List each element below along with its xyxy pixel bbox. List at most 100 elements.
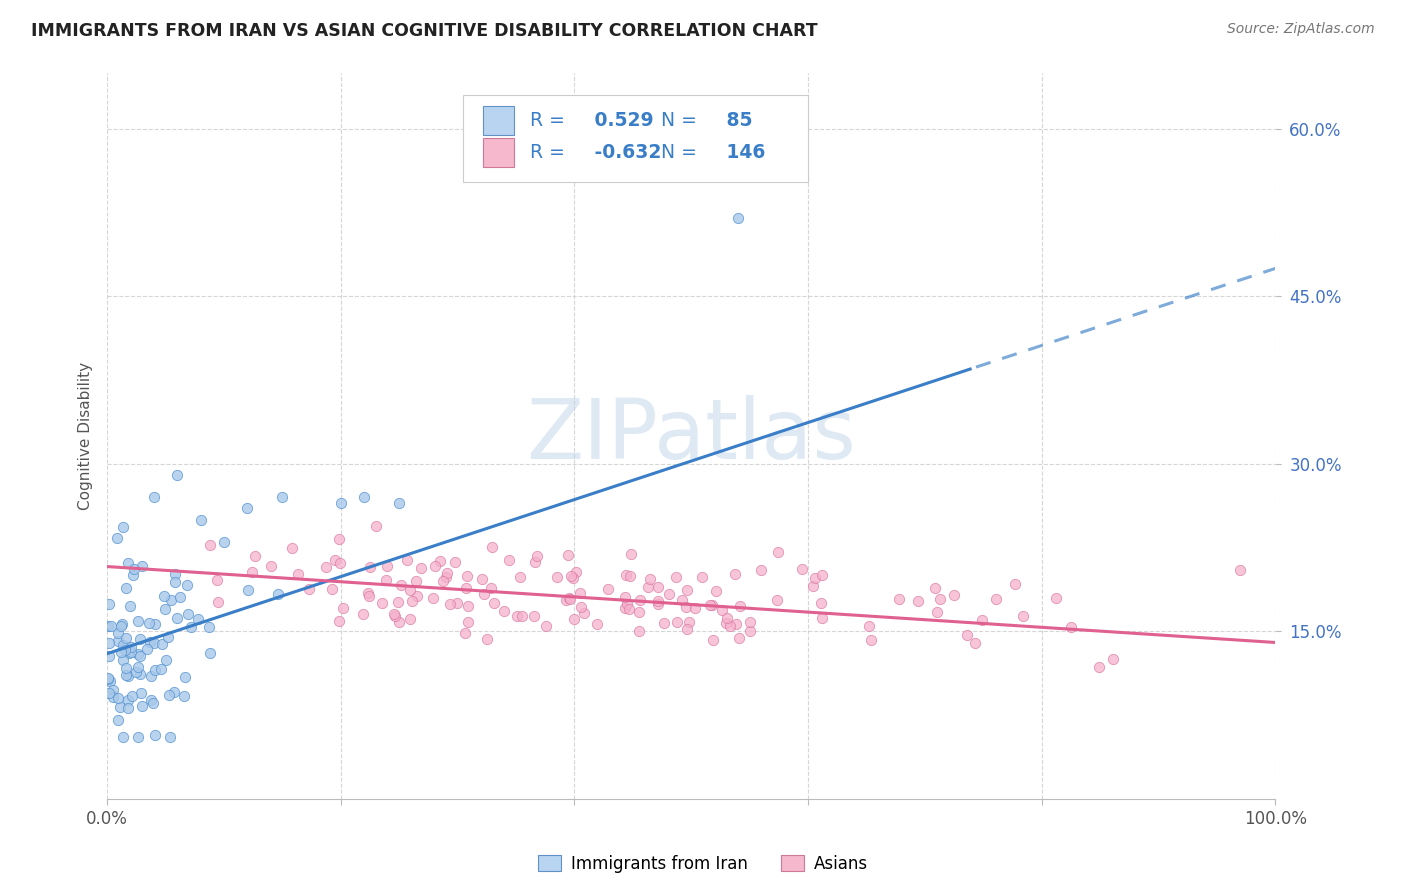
Point (127, 731, 149, 745)
Point (457, 615, 479, 629)
Point (173, 689, 195, 703)
Point (738, 615, 761, 629)
Point (889, 591, 911, 606)
Point (766, 592, 789, 607)
Point (436, 566, 458, 580)
Point (628, 593, 651, 607)
Point (620, 547, 643, 561)
Point (554, 593, 576, 607)
Point (207, 595, 229, 609)
Point (810, 568, 832, 582)
Point (267, 587, 290, 601)
Point (406, 589, 429, 603)
Point (811, 611, 834, 625)
Point (690, 570, 713, 584)
Point (131, 559, 153, 574)
Point (169, 590, 191, 604)
Point (652, 615, 675, 630)
Point (388, 496, 411, 510)
Point (107, 713, 129, 727)
Point (471, 572, 494, 586)
Point (166, 610, 188, 624)
Point (984, 592, 1007, 607)
Point (321, 582, 343, 596)
Point (98, 673, 121, 688)
Point (574, 606, 596, 620)
Point (260, 558, 283, 573)
Point (482, 597, 505, 611)
Point (240, 565, 263, 579)
Point (569, 599, 592, 614)
Point (702, 633, 724, 648)
Point (429, 554, 451, 568)
Point (562, 612, 585, 626)
Point (120, 599, 142, 614)
Point (509, 569, 531, 583)
Text: N =: N = (661, 144, 697, 162)
Point (637, 580, 659, 594)
Point (456, 568, 478, 582)
Point (804, 571, 827, 585)
Point (110, 619, 132, 633)
Point (972, 613, 994, 627)
Point (475, 632, 498, 647)
Point (1087, 660, 1109, 674)
Text: ZIPatlas: ZIPatlas (526, 395, 856, 476)
Point (370, 596, 392, 610)
Point (956, 628, 979, 642)
Point (389, 578, 412, 592)
Point (159, 731, 181, 745)
Text: R =: R = (530, 144, 565, 162)
Point (728, 599, 751, 614)
Point (1004, 577, 1026, 591)
Point (112, 638, 135, 652)
Text: N =: N = (661, 111, 697, 129)
Point (925, 605, 948, 619)
Point (422, 591, 444, 605)
Point (101, 683, 124, 698)
Point (647, 580, 669, 594)
Point (143, 728, 166, 742)
Point (711, 603, 734, 617)
Point (560, 568, 582, 582)
Point (671, 593, 693, 607)
Point (1229, 563, 1251, 577)
Point (658, 587, 681, 601)
Point (364, 519, 387, 533)
Point (117, 556, 139, 570)
Point (546, 570, 568, 584)
Point (127, 614, 149, 628)
Point (107, 690, 129, 705)
Point (523, 609, 546, 624)
Point (111, 616, 134, 631)
Point (153, 602, 176, 616)
Point (665, 615, 688, 629)
Point (141, 669, 163, 683)
Point (560, 591, 582, 606)
Point (121, 689, 143, 703)
Point (858, 618, 880, 632)
Point (190, 513, 212, 527)
FancyBboxPatch shape (484, 138, 513, 168)
Point (714, 616, 737, 631)
FancyBboxPatch shape (464, 95, 808, 182)
Text: 146: 146 (720, 144, 766, 162)
Point (287, 567, 309, 582)
Point (117, 669, 139, 683)
Point (676, 582, 699, 597)
Point (207, 573, 229, 587)
Point (118, 646, 141, 660)
Point (942, 589, 965, 603)
Point (138, 615, 160, 630)
Point (434, 570, 457, 584)
Point (510, 608, 533, 623)
Point (454, 625, 477, 640)
Point (127, 660, 149, 674)
Point (97, 673, 120, 687)
Point (585, 616, 607, 631)
Point (97, 648, 120, 663)
Point (120, 644, 142, 658)
Point (353, 491, 375, 505)
Point (399, 612, 422, 626)
Point (173, 670, 195, 684)
